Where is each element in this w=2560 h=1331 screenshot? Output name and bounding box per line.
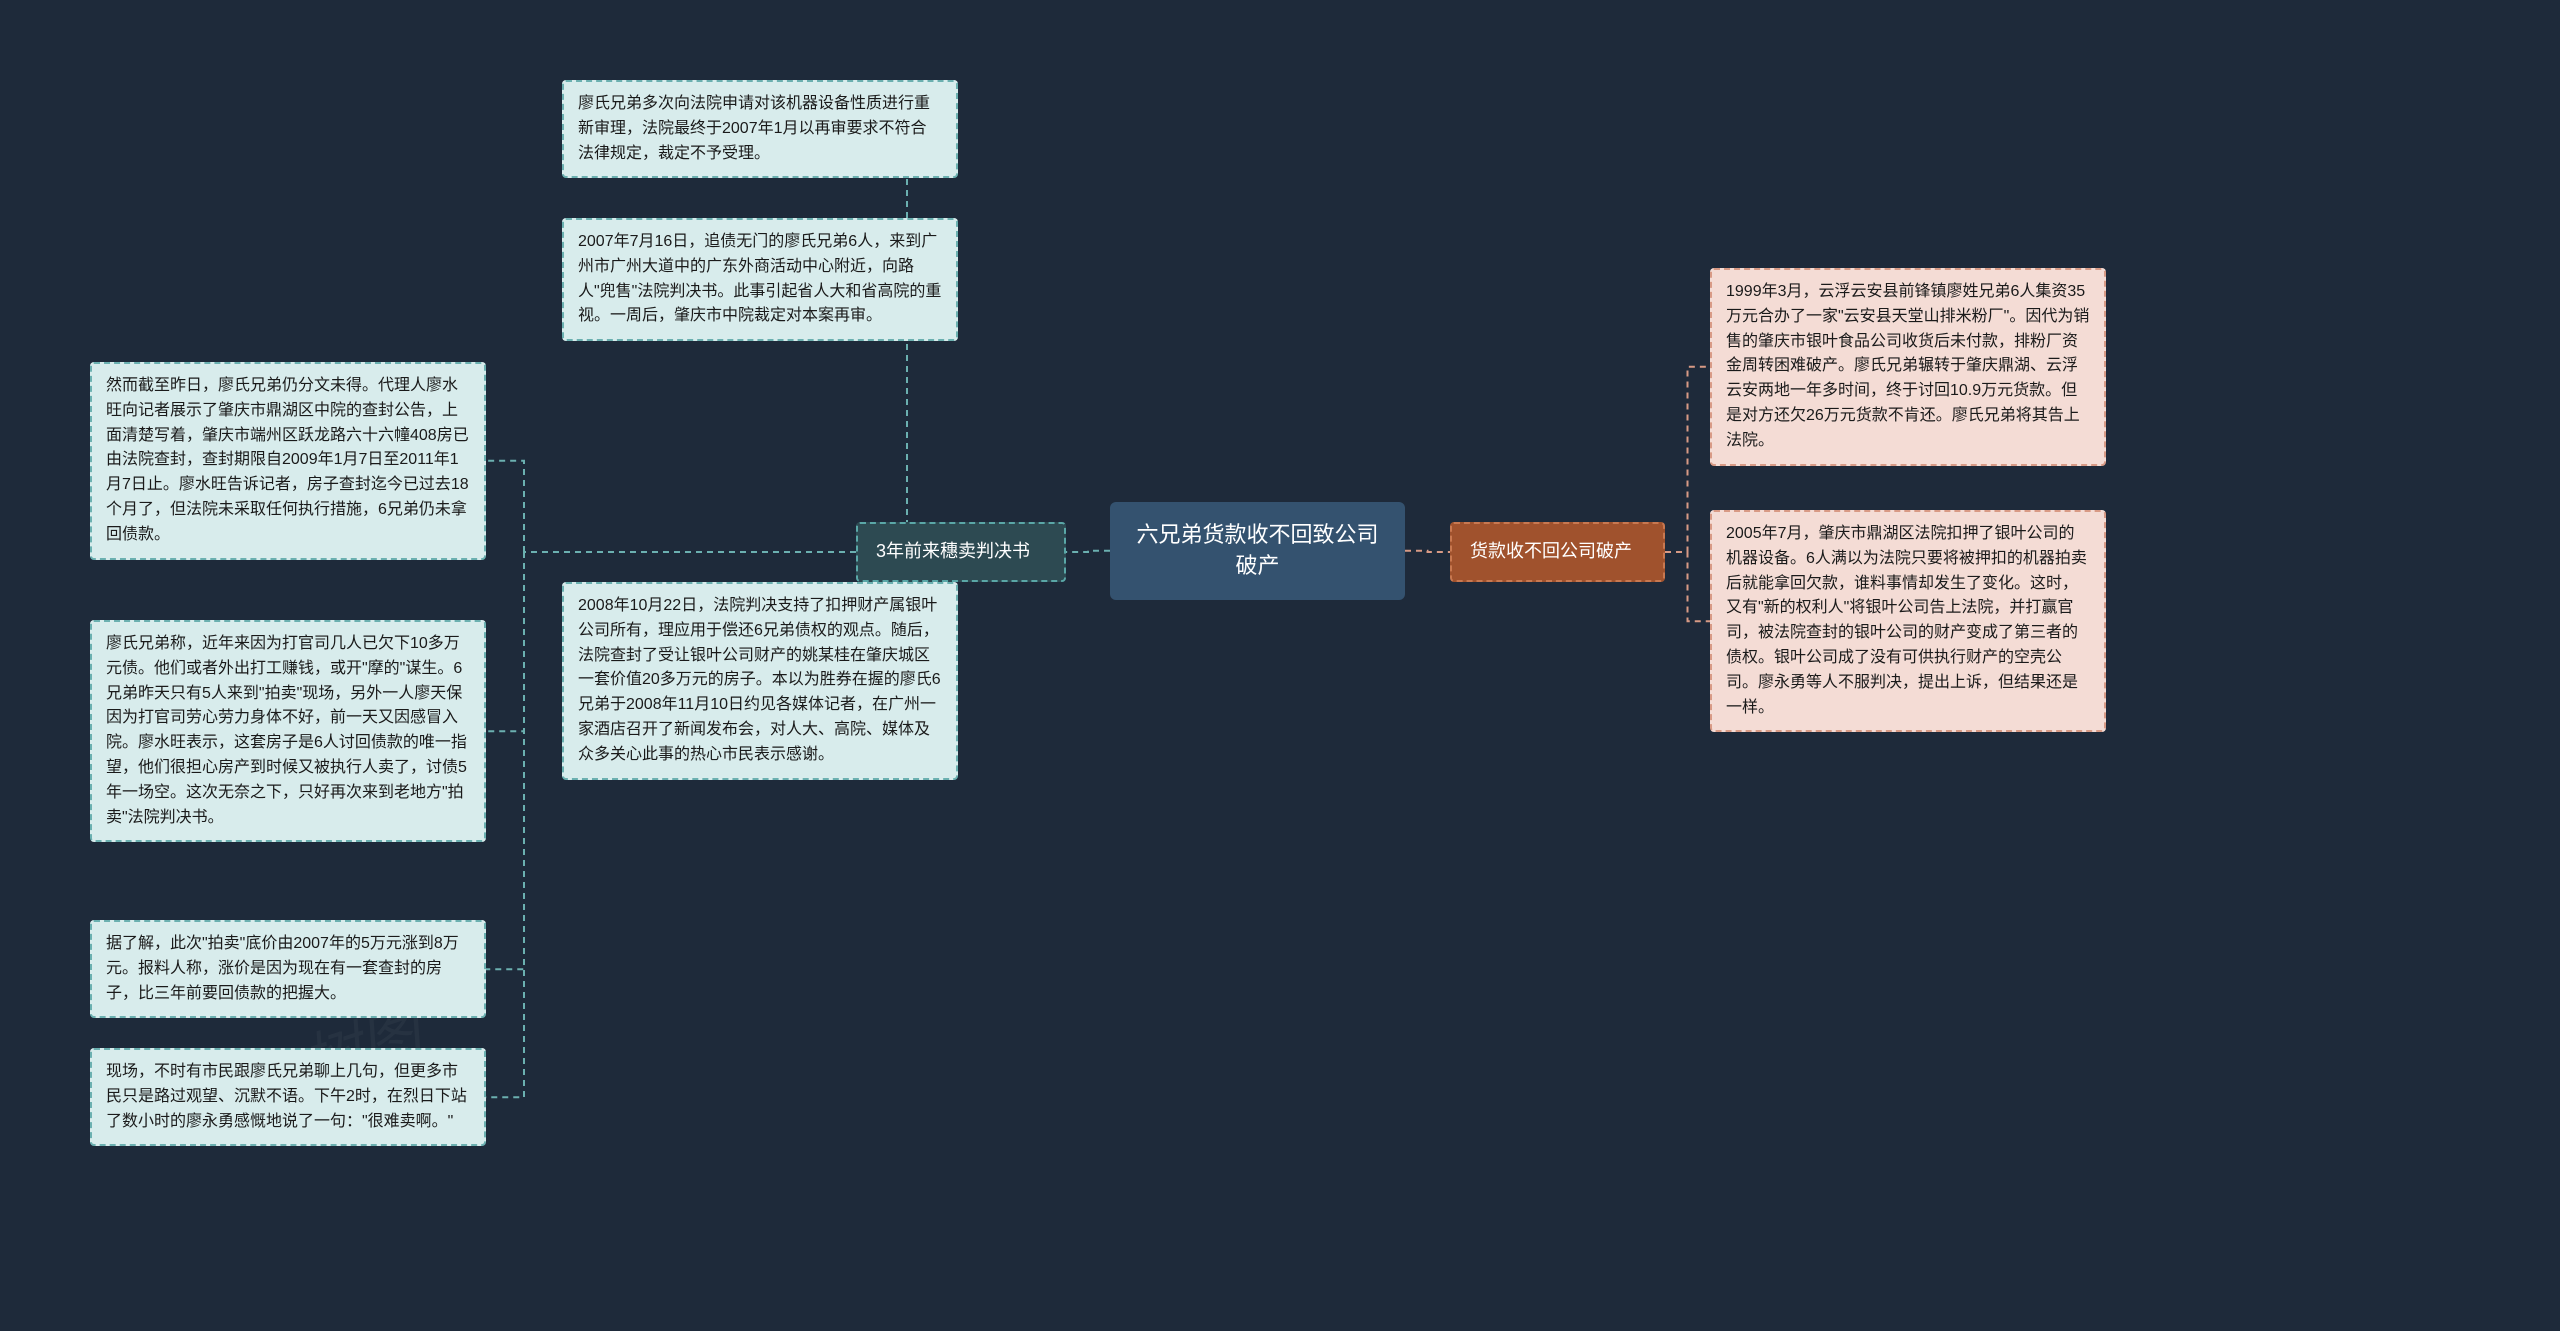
leaf-l4: 然而截至昨日，廖氏兄弟仍分文未得。代理人廖水旺向记者展示了肇庆市鼎湖区中院的查封… xyxy=(90,362,486,560)
leaf-r1: 1999年3月，云浮云安县前锋镇廖姓兄弟6人集资35万元合办了一家"云安县天堂山… xyxy=(1710,268,2106,466)
leaf-l1: 廖氏兄弟多次向法院申请对该机器设备性质进行重新审理，法院最终于2007年1月以再… xyxy=(562,80,958,178)
leaf-r2: 2005年7月，肇庆市鼎湖区法院扣押了银叶公司的机器设备。6人满以为法院只要将被… xyxy=(1710,510,2106,732)
branch-left: 3年前来穗卖判决书 xyxy=(856,522,1066,582)
leaf-l5: 廖氏兄弟称，近年来因为打官司几人已欠下10多万元债。他们或者外出打工赚钱，或开"… xyxy=(90,620,486,842)
leaf-l3: 2008年10月22日，法院判决支持了扣押财产属银叶公司所有，理应用于偿还6兄弟… xyxy=(562,582,958,780)
center-line2: 破产 xyxy=(1132,551,1383,582)
leaf-l7: 现场，不时有市民跟廖氏兄弟聊上几句，但更多市民只是路过观望、沉默不语。下午2时，… xyxy=(90,1048,486,1146)
center-line1: 六兄弟货款收不回致公司 xyxy=(1132,520,1383,551)
leaf-l2: 2007年7月16日，追债无门的廖氏兄弟6人，来到广州市广州大道中的广东外商活动… xyxy=(562,218,958,341)
center-node: 六兄弟货款收不回致公司 破产 xyxy=(1110,502,1405,600)
leaf-l6: 据了解，此次"拍卖"底价由2007年的5万元涨到8万元。报料人称，涨价是因为现在… xyxy=(90,920,486,1018)
branch-right: 货款收不回公司破产 xyxy=(1450,522,1665,582)
